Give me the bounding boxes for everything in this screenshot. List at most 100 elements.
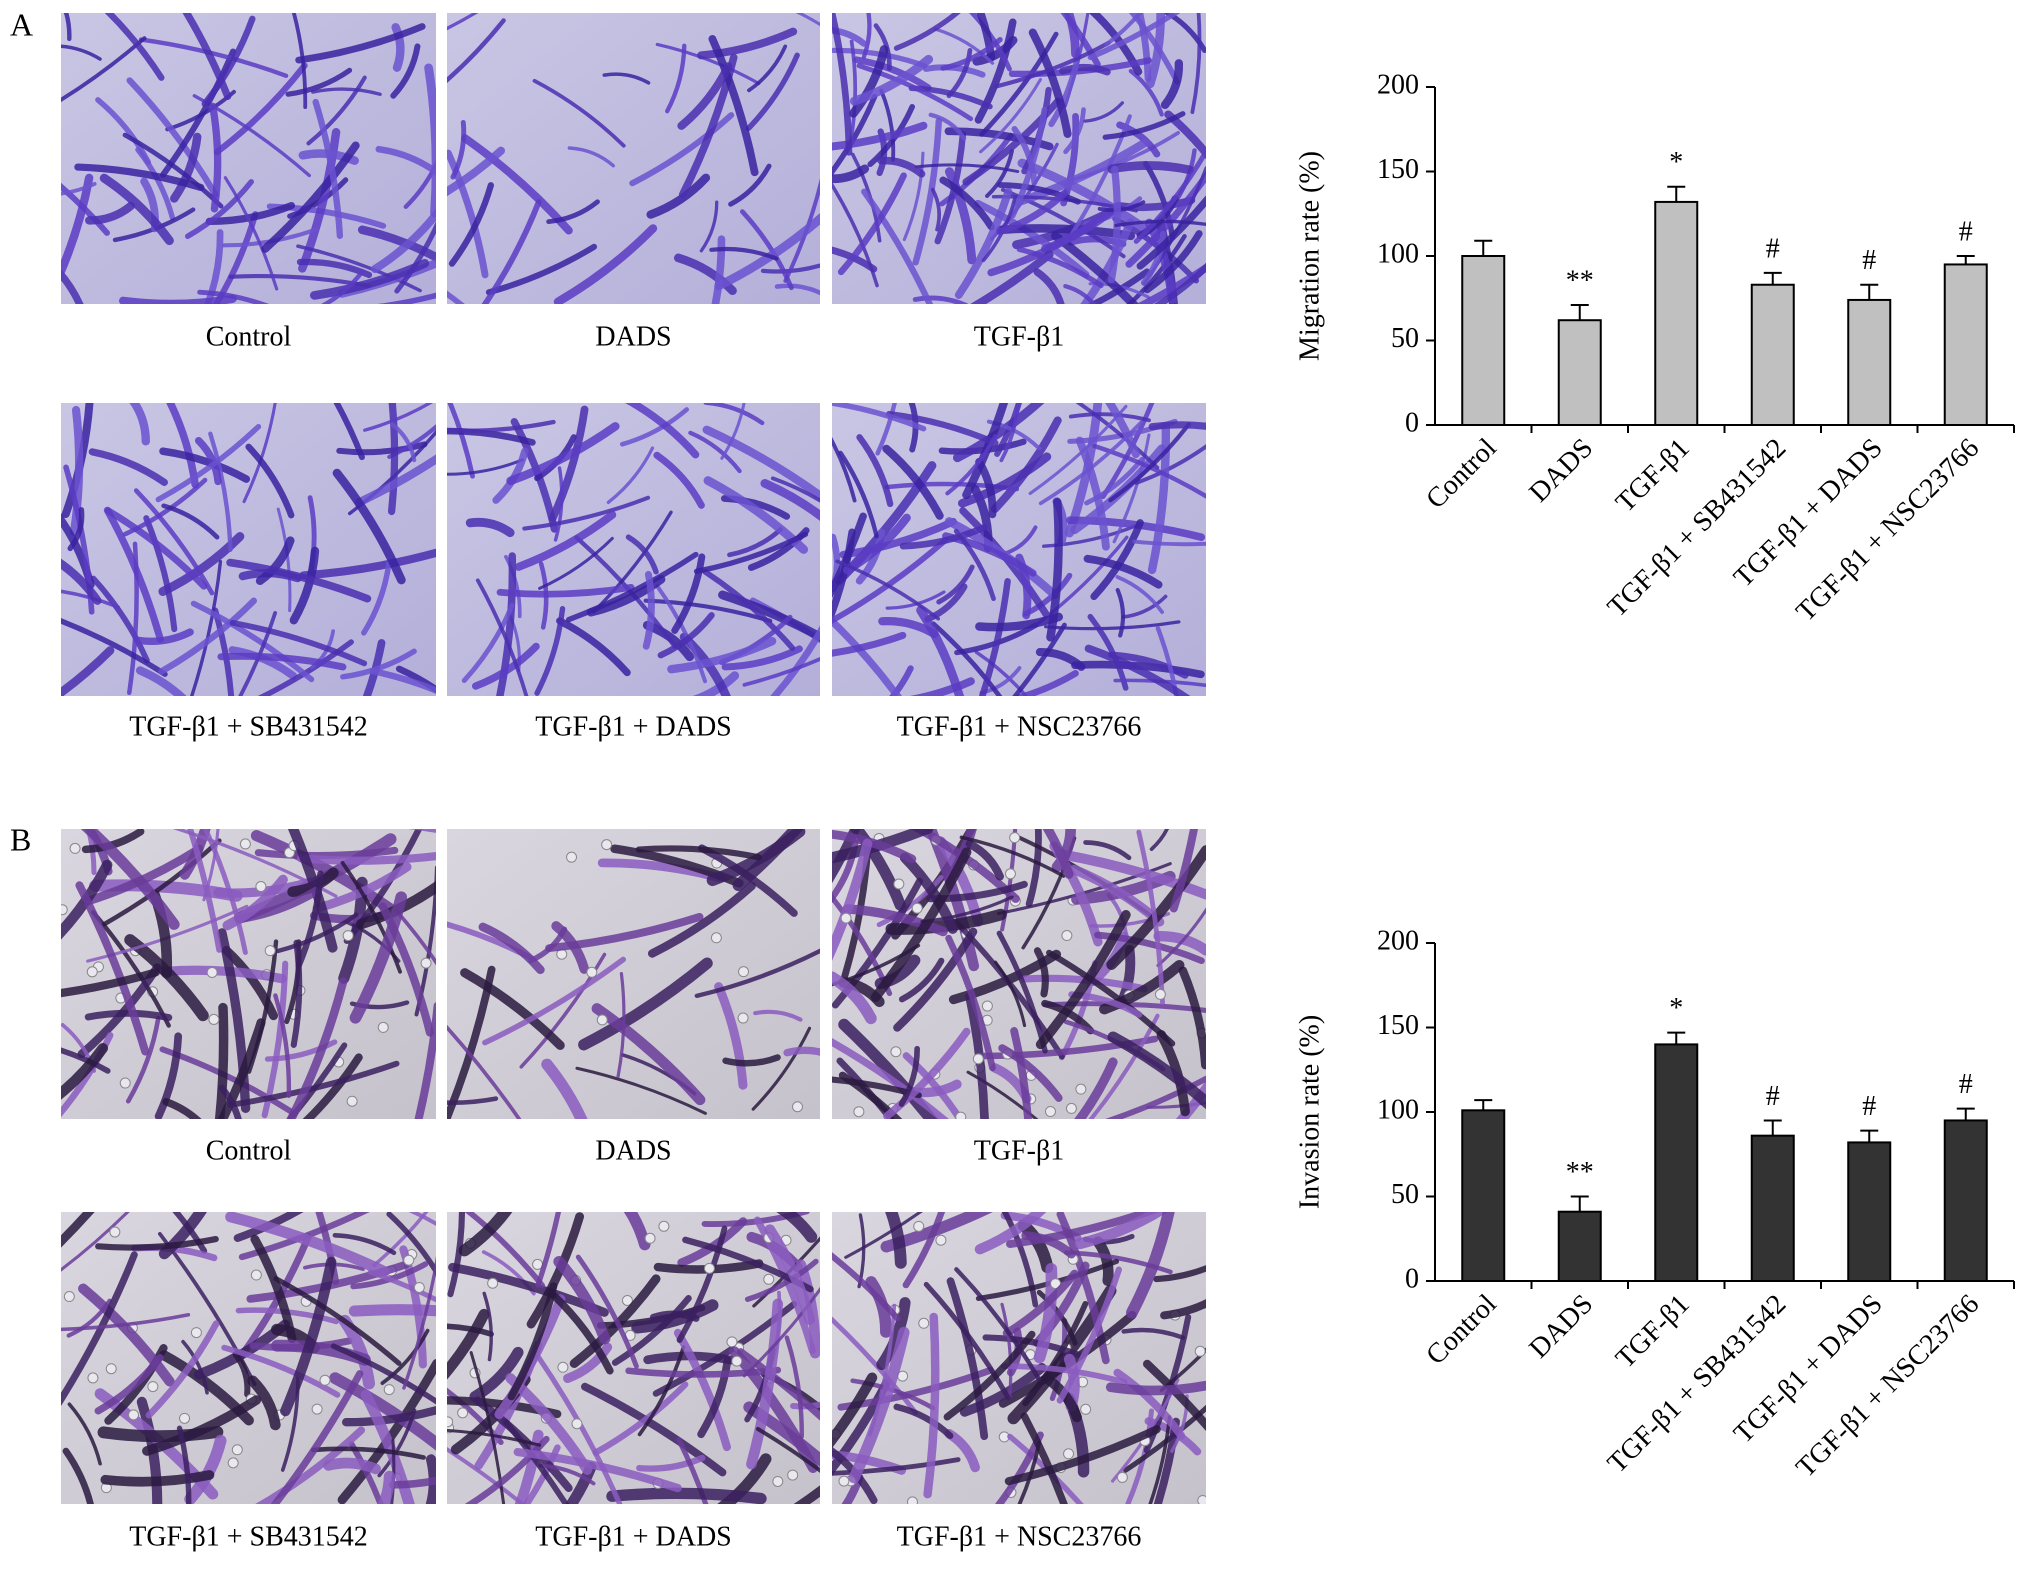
cells xyxy=(832,403,1206,696)
micrograph-bg xyxy=(447,13,820,304)
cell xyxy=(1105,1075,1206,1119)
cell xyxy=(289,546,320,625)
cell xyxy=(832,436,857,503)
cell xyxy=(875,403,897,456)
cell xyxy=(135,147,176,221)
cell xyxy=(722,1054,781,1067)
cell xyxy=(1156,907,1206,968)
micrograph xyxy=(447,1212,820,1504)
cell xyxy=(625,534,659,575)
cell xyxy=(61,173,94,282)
micrograph-bg xyxy=(61,13,436,304)
cell xyxy=(1136,195,1206,270)
cell xyxy=(1033,947,1049,998)
cell xyxy=(1075,403,1160,470)
cell xyxy=(122,477,208,537)
cell xyxy=(940,37,1003,71)
bead xyxy=(644,1232,656,1244)
cell xyxy=(323,1457,381,1475)
cell xyxy=(61,859,113,940)
cell xyxy=(348,1304,436,1317)
cell xyxy=(1121,594,1168,619)
cell xyxy=(312,862,412,913)
cell xyxy=(1128,68,1164,117)
cell xyxy=(861,188,934,304)
significance-mark: ** xyxy=(1566,265,1594,296)
cell xyxy=(447,146,506,197)
cell xyxy=(744,1258,819,1302)
cell xyxy=(190,600,315,683)
cell xyxy=(158,532,245,596)
cell xyxy=(349,891,408,1024)
cells xyxy=(447,829,820,1119)
cell xyxy=(832,181,879,288)
cell xyxy=(390,43,421,99)
cells xyxy=(61,829,436,1119)
cell xyxy=(702,425,820,501)
cell xyxy=(553,466,564,542)
cell xyxy=(1059,63,1111,76)
cell xyxy=(179,829,211,880)
cell xyxy=(575,1066,707,1115)
bead xyxy=(319,1374,331,1386)
cell xyxy=(62,1447,94,1504)
cell xyxy=(974,650,1029,696)
cell xyxy=(255,536,295,585)
cell xyxy=(159,965,287,984)
cell xyxy=(1160,59,1184,110)
cell xyxy=(291,13,308,110)
cell xyxy=(61,558,102,605)
cell xyxy=(321,269,365,304)
cell xyxy=(611,1295,692,1366)
cell xyxy=(223,176,279,291)
cell xyxy=(882,444,944,520)
cell xyxy=(899,524,988,550)
cell xyxy=(556,617,631,677)
cell xyxy=(739,209,794,291)
bead xyxy=(918,1317,930,1329)
cell xyxy=(548,405,589,522)
cell xyxy=(1143,230,1203,294)
cell xyxy=(81,829,145,854)
cells xyxy=(61,403,436,696)
cell xyxy=(714,213,820,291)
cell xyxy=(764,1224,815,1325)
cell xyxy=(832,829,934,864)
cell xyxy=(1142,1359,1206,1432)
cell xyxy=(67,1402,102,1466)
bead xyxy=(566,851,578,863)
cell xyxy=(708,35,759,177)
cell xyxy=(1121,1327,1186,1340)
bead xyxy=(1063,1448,1075,1460)
cell xyxy=(61,1047,111,1074)
cell xyxy=(993,960,1027,1028)
bead xyxy=(1194,1345,1206,1357)
cell xyxy=(201,15,256,107)
cell xyxy=(975,612,1063,632)
bead xyxy=(911,902,923,914)
cell xyxy=(745,52,800,131)
cell xyxy=(728,163,772,207)
cell xyxy=(998,1044,1063,1102)
cell xyxy=(425,1454,436,1504)
bead xyxy=(1154,988,1166,1000)
cell xyxy=(332,468,406,585)
bead xyxy=(890,1046,902,1058)
cell xyxy=(870,847,972,1002)
cell xyxy=(855,528,886,585)
cell xyxy=(408,1212,436,1226)
cell xyxy=(994,40,1111,89)
cell xyxy=(194,436,222,486)
cell xyxy=(160,48,237,178)
cell xyxy=(946,47,973,99)
cell xyxy=(1116,121,1161,158)
cell xyxy=(261,141,360,253)
bead xyxy=(255,881,267,893)
cell xyxy=(832,164,870,184)
cell xyxy=(1038,420,1144,506)
cell xyxy=(1020,1412,1068,1504)
cell xyxy=(354,454,436,507)
y-tick-label: 150 xyxy=(1377,154,1419,185)
bead xyxy=(383,1384,395,1396)
cell xyxy=(424,63,436,218)
